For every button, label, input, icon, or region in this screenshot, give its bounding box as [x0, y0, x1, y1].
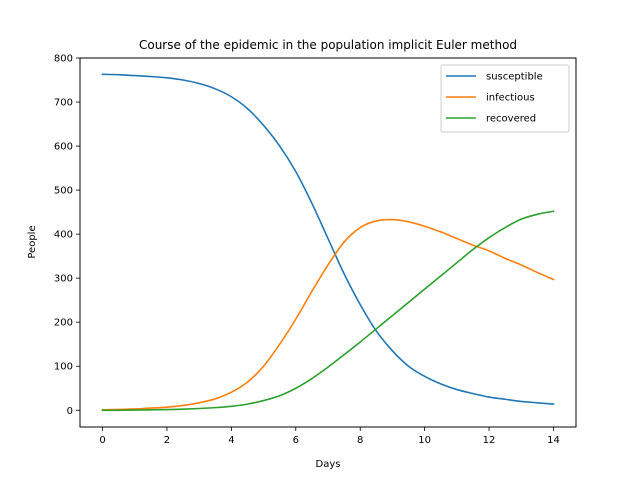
x-tick-label: 12 [483, 435, 496, 446]
y-tick-label: 600 [54, 142, 73, 153]
x-tick-label: 8 [357, 435, 363, 446]
y-tick-label: 300 [54, 274, 73, 285]
y-tick-label: 200 [54, 318, 73, 329]
y-tick-label: 800 [54, 54, 73, 65]
y-tick-label: 100 [54, 362, 73, 373]
plot-frame [79, 57, 577, 428]
legend-box [440, 64, 570, 133]
x-axis-label: Days [316, 459, 341, 470]
series-line-recovered [101, 210, 555, 412]
x-tick-label: 14 [547, 435, 560, 446]
legend-label-recovered: recovered [486, 114, 536, 125]
y-tick-label: 500 [54, 186, 73, 197]
x-tick-label: 0 [99, 435, 105, 446]
y-tick-label: 400 [54, 230, 73, 241]
x-tick-label: 4 [228, 435, 234, 446]
y-tick-label: 0 [67, 406, 73, 417]
legend-label-susceptible: susceptible [486, 72, 543, 83]
ticks-layer: 0 2 4 6 8 10 12 14 0 100 200 300 400 500 600 700 800 [54, 54, 560, 447]
chart-title: Course of the epidemic in the population… [139, 38, 517, 52]
series-layer [101, 73, 555, 412]
legend: susceptible infectious recovered [440, 64, 570, 133]
legend-label-infectious: infectious [486, 93, 535, 104]
y-axis-label: People [27, 225, 38, 258]
x-tick-label: 10 [418, 435, 431, 446]
x-tick-label: 6 [293, 435, 299, 446]
series-line-susceptible [101, 73, 555, 405]
x-tick-label: 2 [164, 435, 170, 446]
y-tick-label: 700 [54, 98, 73, 109]
